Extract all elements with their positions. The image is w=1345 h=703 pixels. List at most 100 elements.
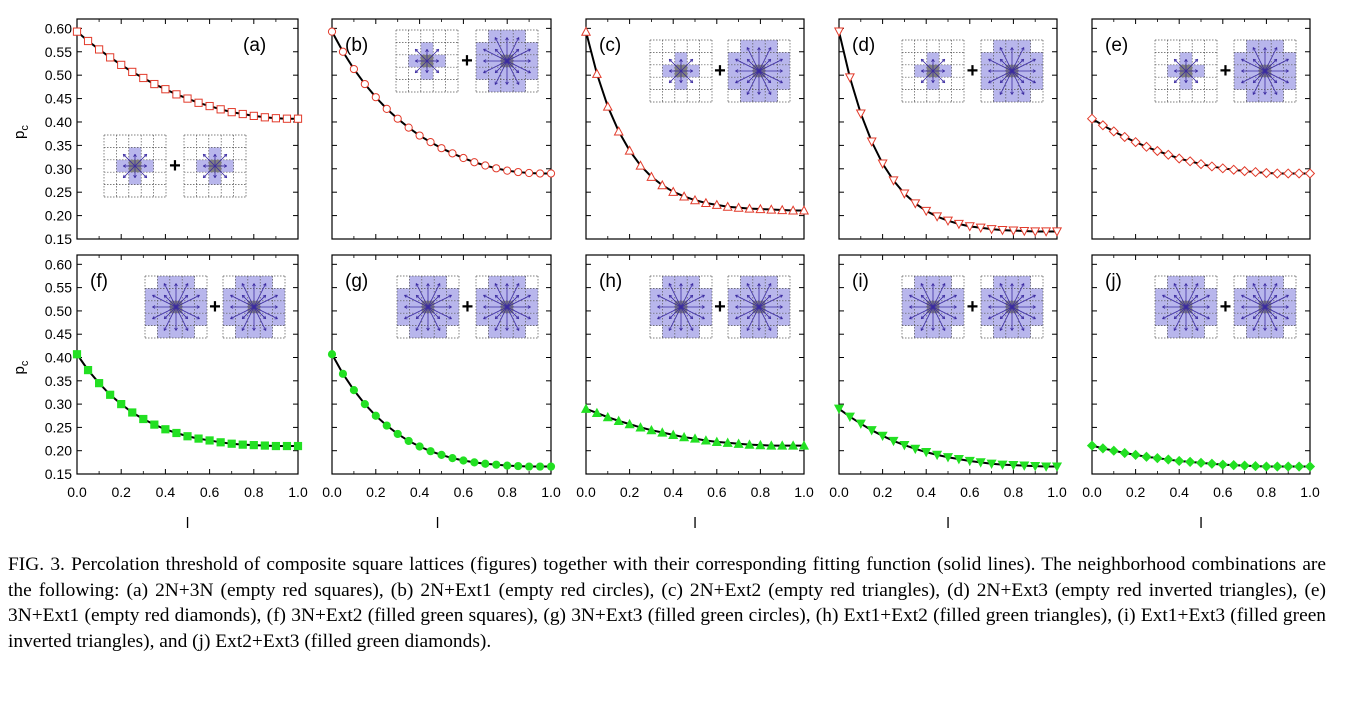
lattice-arrowhead [174,283,178,287]
data-point-triangle [602,101,613,111]
lattice-cell [145,288,158,301]
data-point-inverted-triangle [899,189,910,199]
lattice-arrowhead [1174,69,1178,73]
data-point-circle [448,149,457,158]
lattice-arrowhead [1194,315,1199,320]
lattice-arrow [746,47,760,72]
lattice-cell [939,325,952,338]
panel-a: 0.60 0.55 0.50 0.45 0.40 0.35 0.30 0.25 0.20 0.15… [11,18,303,247]
lattice-arrow [1252,70,1266,84]
data-point-circle [492,164,501,173]
data-point-square [205,436,214,445]
data-point-inverted-triangle [975,223,986,234]
data-point-diamond [1108,126,1119,137]
lattice-arrowhead [668,58,673,63]
lattice-arrow [1185,306,1210,320]
lattice-arrow [1252,58,1266,72]
lattice-arrowhead [527,316,531,320]
lattice-arrow [746,306,760,331]
lattice-arrow [175,294,189,308]
data-point-triangle [679,191,690,201]
lattice-arrowhead [196,305,200,309]
lattice-arrow [494,37,508,62]
data-point-square [194,98,203,107]
lattice-arrow [735,58,760,72]
lattice-arrow [1252,283,1266,308]
data-point-circle [349,386,358,395]
lattice-cell [1258,325,1272,338]
lattice-arrowhead [1273,79,1278,84]
lattice-cell [687,325,700,338]
data-point-triangle [777,204,788,215]
data-point-triangle [744,203,755,213]
data-point-circle [535,169,545,178]
lattice-arrow [680,294,694,308]
lattice-cell [194,313,207,326]
lattice-cell [981,64,994,78]
lattice-inset-right [727,275,791,339]
data-point-circle [437,144,446,153]
lattice-arrowhead [690,327,694,331]
x-axis-label: l [186,515,189,532]
data-point-square [117,400,126,409]
lattice-arrow [241,294,255,308]
lattice-arrowhead [1252,327,1256,331]
lattice-cell [1005,276,1019,289]
data-point-triangle [722,201,733,211]
lattice-arrowhead [527,294,531,298]
lattice-arrowhead [757,327,761,331]
lattice-arrow [494,60,508,74]
lattice-arrow [1252,70,1266,95]
lattice-cell [1179,77,1193,90]
lattice-cell [525,54,538,68]
data-point-square [238,440,247,449]
lattice-arrowhead [230,316,234,320]
lattice-arrowhead [143,164,147,168]
lattice-arrow [680,283,694,308]
lattice-arrowhead [1273,315,1278,320]
lattice-arrowhead [668,327,672,331]
data-point-diamond [1086,113,1098,124]
lattice-arrowhead [735,294,739,298]
lattice-arrowhead [252,283,256,287]
lattice-arrowhead [1184,283,1188,287]
lattice-arrowhead [527,48,531,52]
data-point-square [95,379,104,388]
lattice-arrowhead [746,294,751,299]
lattice-cell [765,325,778,338]
lattice-cell [699,313,712,326]
lattice-arrow [506,37,520,62]
y-tick-label: 0.20 [45,208,72,224]
lattice-arrowhead [779,80,783,84]
panel-c: (c) + [580,18,810,240]
lattice-arrow [758,58,783,72]
lattice-arrow [932,294,946,308]
lattice-arrowhead [999,58,1004,63]
lattice-arrowhead [1173,294,1178,299]
lattice-arrow [1241,70,1266,84]
lattice-arrowhead [505,81,509,85]
lattice-arrow [152,294,177,308]
lattice-arrowhead [425,69,429,73]
lattice-arrowhead [1173,283,1177,287]
lattice-arrow [1252,306,1266,331]
lattice-arrowhead [1010,47,1014,51]
data-point-circle [426,138,435,147]
x-tick-label: 0.2 [620,484,640,500]
data-point-circle [338,369,348,378]
lattice-arrowhead [184,294,189,299]
lattice-cell [157,325,170,338]
data-point-circle [459,153,468,163]
lattice-cell [409,325,422,338]
lattice-cell [446,300,459,314]
plus-sign: + [1220,60,1232,82]
data-point-circle [437,450,446,459]
x-tick-label: 0.4 [1169,484,1189,500]
lattice-arrow [214,165,228,179]
data-point-circle [525,168,534,178]
y-tick-label: 0.50 [45,303,72,319]
lattice-arrowhead [767,79,772,84]
lattice-arrow [1162,306,1187,320]
lattice-arrow [758,58,772,72]
lattice-cell [1234,288,1247,301]
